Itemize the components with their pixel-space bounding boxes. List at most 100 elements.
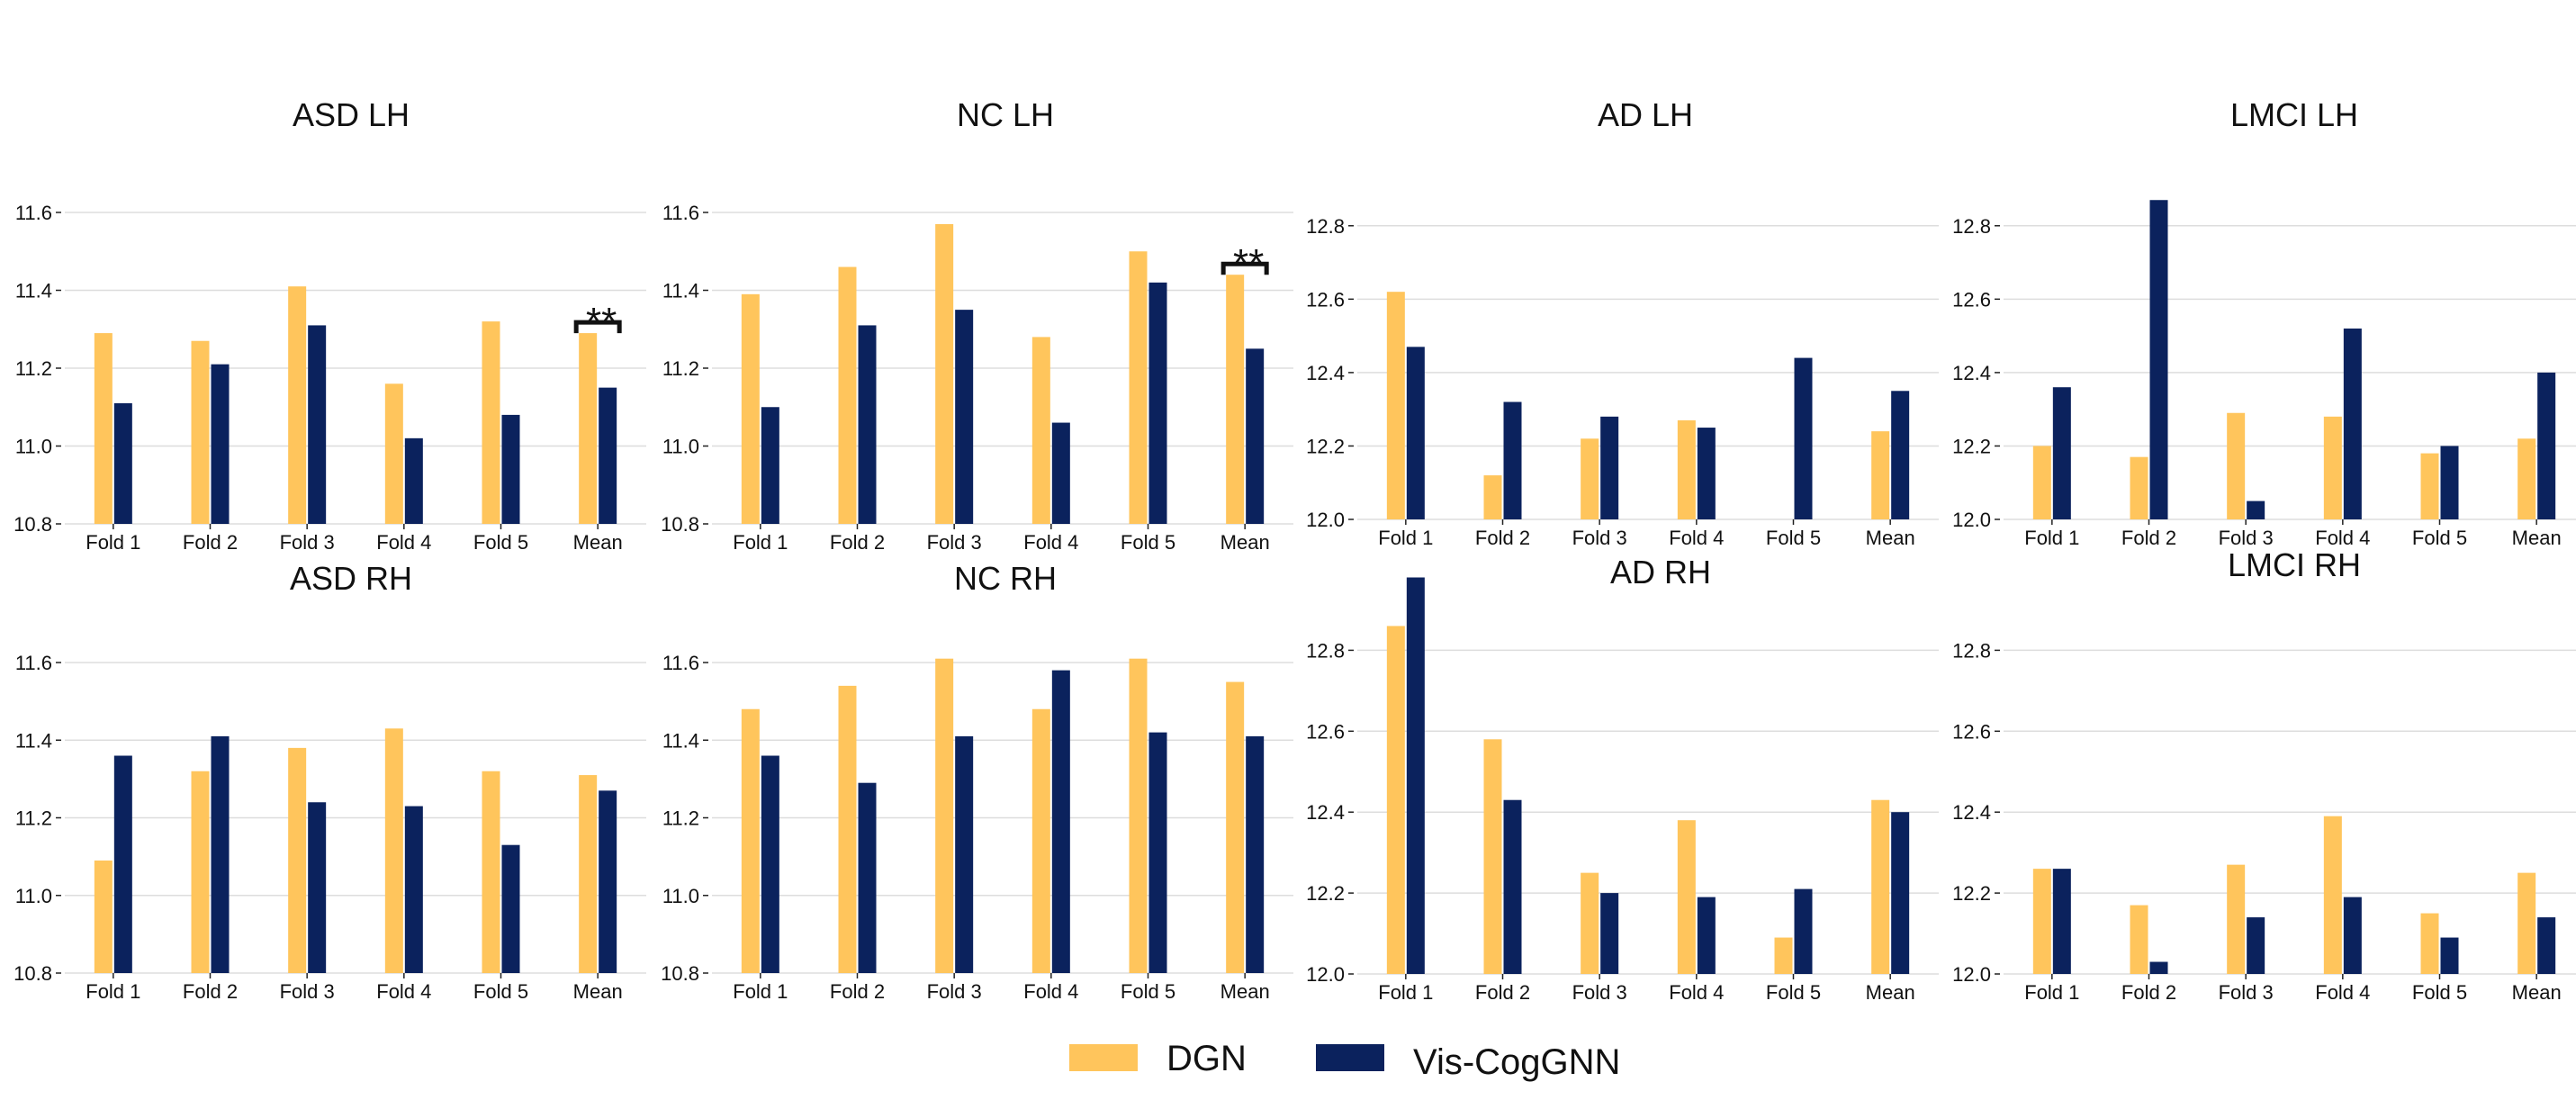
y-tick-label: 11.6: [662, 202, 699, 224]
x-tick-label: Fold 2: [183, 531, 238, 554]
bar-dgn: [1386, 626, 1405, 974]
x-tick-label: Fold 4: [2315, 981, 2370, 1004]
y-tick-label: 11.6: [662, 652, 699, 674]
bar-dgn: [2227, 864, 2246, 974]
bar-dgn: [1031, 708, 1050, 973]
x-tick-label: Fold 5: [2412, 981, 2467, 1004]
panel-ad-lh: AD LH 12.0 12.2 12.4 12.6 12.8 Fold 1 Fold 2 Fol…: [1306, 96, 1939, 549]
bar-vis-coggnn: [2440, 446, 2459, 519]
bar-vis-coggnn: [858, 325, 877, 524]
y-tick-label: 11.0: [15, 436, 52, 458]
bar-vis-coggnn: [113, 755, 132, 973]
significance-bracket: [1220, 261, 1269, 275]
panel-asd-lh: ASD LH 10.8 11.0 11.2 11.4 11.6 Fold 1 Fold 2 Fo…: [14, 96, 646, 554]
bar-vis-coggnn: [1794, 357, 1813, 519]
bar-dgn: [2323, 416, 2342, 519]
x-tick-label: Fold 2: [830, 531, 885, 554]
bar-vis-coggnn: [599, 387, 617, 524]
y-tick-label: 11.2: [662, 357, 699, 380]
bar-dgn: [1226, 275, 1245, 524]
x-tick-label: Mean: [573, 980, 623, 1003]
bar-vis-coggnn: [955, 735, 974, 973]
bar-vis-coggnn: [1051, 670, 1070, 973]
y-tick-label: 12.4: [1306, 362, 1345, 384]
bar-vis-coggnn: [1503, 799, 1522, 974]
bar-vis-coggnn: [2343, 897, 2362, 974]
bar-vis-coggnn: [1246, 348, 1265, 524]
y-tick-label: 11.6: [15, 202, 52, 224]
y-tick-label: 12.0: [1952, 963, 1991, 986]
bar-vis-coggnn: [1148, 732, 1167, 973]
bar-vis-coggnn: [1891, 391, 1910, 519]
legend-swatch-dgn: [1069, 1044, 1138, 1071]
chart-title-ad-rh: AD RH: [1610, 554, 1711, 591]
bar-dgn: [482, 321, 500, 524]
panel-asd-rh: ASD RH 10.8 11.0 11.2 11.4 11.6 Fold 1 Fold 2 Fo…: [14, 560, 646, 1003]
x-tick-label: Fold 2: [1475, 981, 1530, 1004]
bar-vis-coggnn: [308, 802, 327, 973]
y-tick-label: 11.2: [662, 807, 699, 830]
x-tick-label: Fold 5: [1121, 980, 1175, 1003]
x-tick-label: Fold 2: [1475, 527, 1530, 549]
y-tick-label: 10.8: [14, 962, 52, 985]
chart-title-nc-lh: NC LH: [957, 96, 1054, 133]
bar-vis-coggnn: [1051, 422, 1070, 524]
y-tick-label: 12.6: [1306, 720, 1345, 743]
x-tick-label: Fold 1: [2024, 981, 2079, 1004]
bar-dgn: [2130, 905, 2148, 974]
x-tick-label: Fold 1: [86, 980, 140, 1003]
y-tick-label: 11.0: [662, 436, 699, 458]
x-tick-label: Fold 4: [1669, 527, 1724, 549]
bar-vis-coggnn: [2537, 372, 2556, 519]
bar-dgn: [1031, 337, 1050, 524]
y-tick-label: 12.8: [1952, 639, 1991, 662]
bar-dgn: [838, 266, 857, 524]
x-tick-label: Fold 1: [86, 531, 140, 554]
bar-dgn: [1871, 431, 1890, 519]
panel-nc-lh: NC LH 10.8 11.0 11.2 11.4 11.6 Fold 1 Fold 2 Fol…: [661, 96, 1293, 554]
bar-dgn: [1129, 251, 1148, 524]
x-tick-label: Mean: [1866, 527, 1915, 549]
bar-vis-coggnn: [404, 437, 423, 524]
x-tick-label: Fold 3: [1572, 527, 1627, 549]
y-tick-label: 12.2: [1306, 882, 1345, 905]
bar-dgn: [384, 728, 403, 973]
chart-title-lmci-rh: LMCI RH: [2228, 546, 2361, 583]
bar-dgn: [579, 333, 598, 524]
legend-label-dgn: DGN: [1166, 1039, 1247, 1078]
x-tick-label: Fold 4: [376, 531, 431, 554]
y-tick-label: 11.6: [15, 652, 52, 674]
bar-dgn: [2227, 412, 2246, 519]
bar-vis-coggnn: [211, 364, 230, 524]
bar-dgn: [288, 286, 307, 524]
x-tick-label: Mean: [2512, 527, 2562, 549]
y-tick-label: 12.2: [1952, 435, 1991, 457]
x-tick-label: Fold 5: [1766, 981, 1821, 1004]
bar-dgn: [2420, 913, 2439, 974]
panel-lmci-lh: LMCI LH 12.0 12.2 12.4 12.6 12.8 Fold 1 Fold 2 F…: [1952, 96, 2576, 549]
bar-dgn: [1226, 681, 1245, 973]
x-tick-label: Fold 4: [376, 980, 431, 1003]
bar-dgn: [288, 747, 307, 973]
x-tick-label: Mean: [1220, 531, 1270, 554]
bar-dgn: [2130, 456, 2148, 519]
x-tick-label: Fold 4: [1023, 531, 1078, 554]
x-tick-label: Fold 5: [473, 531, 528, 554]
bar-dgn: [1581, 438, 1599, 519]
x-tick-label: Fold 3: [927, 531, 982, 554]
panel-lmci-rh: LMCI RH 12.0 12.2 12.4 12.6 12.8 Fold 1 Fold 2 F…: [1952, 546, 2576, 1004]
bar-dgn: [191, 340, 210, 524]
x-tick-label: Fold 1: [733, 531, 788, 554]
x-tick-label: Fold 1: [1378, 527, 1433, 549]
y-tick-label: 11.0: [15, 885, 52, 907]
x-tick-label: Fold 3: [1572, 981, 1627, 1004]
bar-vis-coggnn: [211, 735, 230, 973]
bar-dgn: [1677, 820, 1696, 974]
bar-vis-coggnn: [2052, 387, 2071, 519]
y-tick-label: 10.8: [14, 513, 52, 536]
y-tick-label: 11.4: [15, 280, 52, 302]
panel-ad-rh: AD RH 12.0 12.2 12.4 12.6 12.8 Fold 1 Fold 2 Fol…: [1306, 554, 1939, 1004]
significance-label: **: [1233, 241, 1264, 285]
x-tick-label: Fold 3: [927, 980, 982, 1003]
bar-vis-coggnn: [2247, 917, 2265, 974]
